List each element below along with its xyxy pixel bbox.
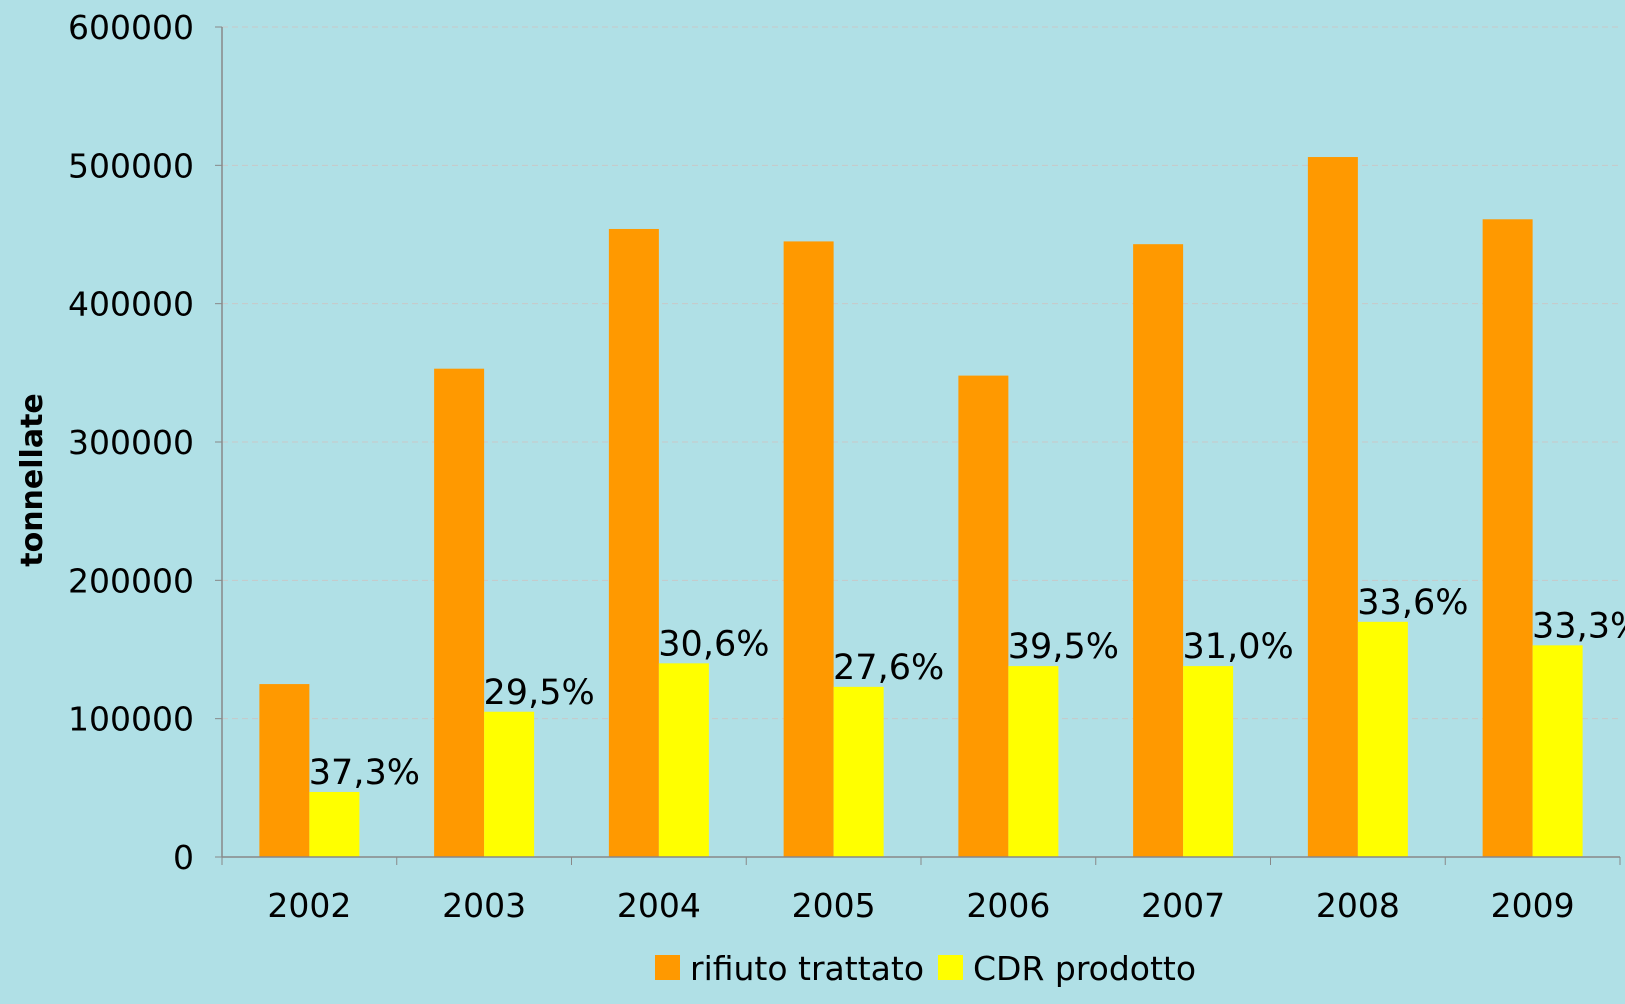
x-tick-label: 2009 (1491, 886, 1575, 925)
y-axis-label: tonnellate (15, 393, 50, 567)
bar-rifiuto-trattato-2007 (1133, 244, 1184, 857)
data-label: 33,3% (1532, 606, 1625, 646)
data-label: 37,3% (309, 753, 420, 793)
y-tick-label: 600000 (68, 8, 194, 47)
y-tick-label: 200000 (68, 561, 194, 600)
legend-swatch (938, 955, 963, 980)
bar-cdr-prodotto-2004 (658, 663, 709, 857)
y-tick-label: 100000 (68, 700, 194, 739)
x-tick-label: 2008 (1316, 886, 1400, 925)
x-tick-label: 2007 (1141, 886, 1225, 925)
bar-rifiuto-trattato-2005 (783, 241, 834, 857)
bar-cdr-prodotto-2002 (309, 791, 360, 857)
bar-cdr-prodotto-2005 (833, 686, 884, 857)
bar-rifiuto-trattato-2004 (608, 228, 659, 857)
x-tick-label: 2004 (617, 886, 701, 925)
data-label: 30,6% (658, 624, 769, 664)
data-label: 29,5% (484, 673, 595, 713)
legend-item-rifiuto-trattato: rifiuto trattato (655, 949, 924, 988)
bar-rifiuto-trattato-2006 (958, 375, 1009, 857)
bar-rifiuto-trattato-2002 (259, 684, 310, 857)
x-tick-label: 2006 (966, 886, 1050, 925)
data-label: 31,0% (1183, 627, 1294, 667)
data-label: 33,6% (1357, 583, 1468, 623)
bar-rifiuto-trattato-2003 (434, 368, 485, 857)
data-label: 27,6% (833, 648, 944, 688)
data-label: 39,5% (1008, 627, 1119, 667)
bar-cdr-prodotto-2003 (484, 711, 535, 857)
legend: rifiuto trattato CDR prodotto (655, 949, 1196, 988)
x-tick-label: 2002 (267, 886, 351, 925)
bar-cdr-prodotto-2007 (1183, 666, 1234, 857)
legend-label: CDR prodotto (973, 949, 1196, 988)
y-tick-label: 500000 (68, 146, 194, 185)
y-tick-label: 400000 (68, 285, 194, 324)
bar-cdr-prodotto-2006 (1008, 666, 1059, 857)
legend-item-cdr-prodotto: CDR prodotto (938, 949, 1196, 988)
bar-rifiuto-trattato-2009 (1482, 219, 1533, 858)
bar-cdr-prodotto-2009 (1532, 645, 1583, 857)
x-tick-label: 2003 (442, 886, 526, 925)
bar-cdr-prodotto-2008 (1357, 621, 1408, 857)
bar-rifiuto-trattato-2008 (1307, 157, 1358, 858)
legend-swatch (655, 955, 680, 980)
x-tick-label: 2005 (792, 886, 876, 925)
y-tick-label: 300000 (68, 423, 194, 462)
y-tick-label: 0 (173, 838, 194, 877)
legend-label: rifiuto trattato (690, 949, 924, 988)
